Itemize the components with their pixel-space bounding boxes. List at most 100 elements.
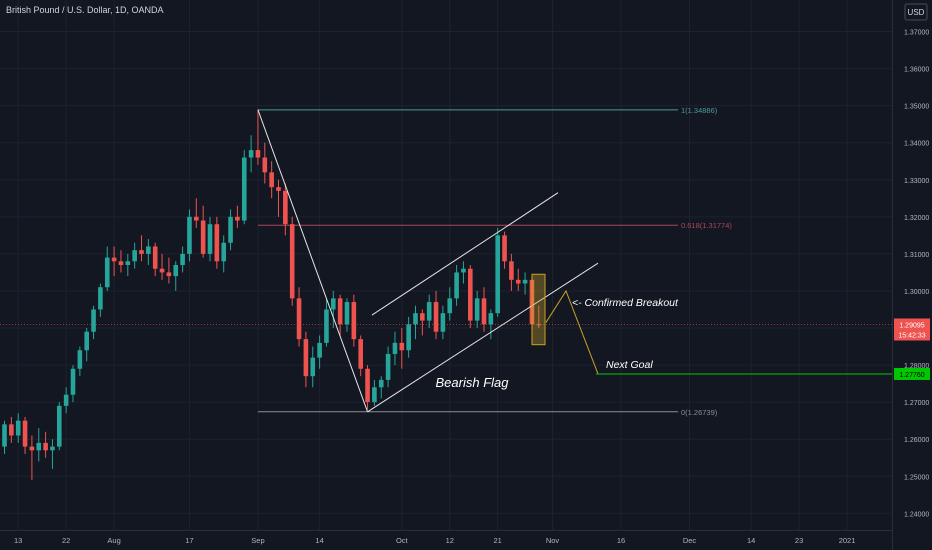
- candle-body[interactable]: [146, 246, 151, 254]
- channel-lower-line[interactable]: [367, 262, 599, 413]
- candle-body[interactable]: [331, 298, 336, 310]
- price-scale[interactable]: [892, 0, 932, 530]
- candle-body[interactable]: [235, 216, 240, 221]
- candle-body[interactable]: [269, 172, 274, 188]
- y-tick-label: 1.34000: [904, 141, 929, 148]
- candle-body[interactable]: [98, 287, 103, 310]
- projected-path[interactable]: [545, 289, 599, 375]
- candle-body[interactable]: [241, 157, 247, 221]
- candle-body[interactable]: [337, 298, 343, 325]
- candle-body[interactable]: [365, 368, 370, 403]
- candle-body[interactable]: [214, 224, 220, 262]
- y-tick-label: 1.33000: [904, 178, 929, 185]
- candle-body[interactable]: [187, 216, 192, 254]
- candlestick-series[interactable]: [2, 109, 542, 480]
- fib-level-0618-label: 0.618(1.31774): [681, 221, 732, 230]
- candle-body[interactable]: [440, 313, 446, 332]
- y-tick-label: 1.37000: [904, 30, 929, 37]
- candle-body[interactable]: [43, 442, 48, 451]
- candle-body[interactable]: [77, 350, 83, 369]
- candle-body[interactable]: [118, 261, 124, 265]
- candle-body[interactable]: [515, 279, 521, 284]
- candle-body[interactable]: [296, 298, 302, 340]
- candle-body[interactable]: [255, 150, 261, 158]
- breakout-highlight[interactable]: [531, 273, 546, 346]
- candle-body[interactable]: [152, 246, 158, 269]
- currency-badge[interactable]: [904, 3, 928, 21]
- candle-body[interactable]: [132, 250, 137, 262]
- candle-body[interactable]: [522, 279, 528, 284]
- candle-body[interactable]: [433, 302, 439, 332]
- candle-body[interactable]: [70, 368, 76, 395]
- candle-body[interactable]: [399, 342, 405, 351]
- candle-body[interactable]: [91, 309, 96, 332]
- time-axis[interactable]: [0, 530, 892, 550]
- candle-body[interactable]: [495, 235, 500, 314]
- candle-body[interactable]: [276, 187, 281, 191]
- candle-body[interactable]: [502, 235, 507, 262]
- candle-body[interactable]: [207, 224, 213, 254]
- candle-body[interactable]: [22, 420, 28, 447]
- candle-body[interactable]: [358, 339, 363, 369]
- candle-body[interactable]: [283, 190, 288, 225]
- candle-body[interactable]: [420, 313, 425, 321]
- candle-body[interactable]: [104, 257, 110, 288]
- candle-body[interactable]: [125, 261, 131, 265]
- impulse-line[interactable]: [257, 109, 369, 412]
- candle-body[interactable]: [2, 424, 7, 447]
- candle-body[interactable]: [221, 242, 226, 262]
- candle-body[interactable]: [488, 313, 494, 325]
- candle-body[interactable]: [289, 224, 295, 299]
- candle-body[interactable]: [36, 442, 42, 451]
- candle-body[interactable]: [111, 257, 117, 262]
- candle-body[interactable]: [15, 420, 21, 436]
- candle-body[interactable]: [461, 268, 466, 273]
- candle-body[interactable]: [324, 309, 329, 343]
- candle-body[interactable]: [194, 216, 199, 221]
- candle-body[interactable]: [468, 268, 473, 321]
- candle-body[interactable]: [200, 220, 206, 254]
- candle-body[interactable]: [372, 387, 377, 403]
- candle-body[interactable]: [426, 302, 432, 321]
- candle-body[interactable]: [63, 394, 69, 406]
- plot-area[interactable]: [0, 0, 892, 530]
- candle-body[interactable]: [406, 324, 411, 351]
- candle-body[interactable]: [454, 272, 459, 299]
- candle-body[interactable]: [29, 446, 35, 451]
- candle-body[interactable]: [262, 157, 268, 173]
- candle-body[interactable]: [447, 298, 453, 314]
- candle-body[interactable]: [536, 324, 542, 326]
- candle-body[interactable]: [474, 298, 480, 321]
- x-tick-label: 17: [185, 536, 193, 545]
- candle-body[interactable]: [378, 379, 384, 388]
- candle-body[interactable]: [50, 446, 55, 451]
- candle-body[interactable]: [351, 302, 357, 340]
- y-tick-label: 1.27000: [904, 400, 929, 407]
- candle-body[interactable]: [84, 331, 89, 351]
- candle-body[interactable]: [303, 339, 309, 377]
- candle-body[interactable]: [139, 250, 144, 254]
- candle-body[interactable]: [166, 272, 172, 277]
- candle-body[interactable]: [385, 353, 391, 380]
- fibonacci-retracement[interactable]: 1(1.34886) 0.618(1.31774) 0(1.26739): [257, 106, 732, 417]
- candle-body[interactable]: [173, 265, 179, 277]
- candle-body[interactable]: [392, 342, 398, 354]
- candle-body[interactable]: [481, 298, 487, 325]
- candle-body[interactable]: [413, 313, 418, 325]
- candle-body[interactable]: [57, 405, 62, 447]
- candle-body[interactable]: [228, 216, 233, 243]
- candle-body[interactable]: [509, 261, 514, 280]
- current-price-label: 1.29095: [899, 322, 924, 329]
- x-tick-label: 14: [315, 536, 323, 545]
- candle-body[interactable]: [310, 357, 316, 377]
- channel-upper-line[interactable]: [371, 192, 559, 316]
- candle-body[interactable]: [9, 424, 14, 436]
- candle-body[interactable]: [344, 302, 350, 325]
- candle-body[interactable]: [180, 253, 185, 265]
- candle-body[interactable]: [159, 268, 165, 273]
- candle-body[interactable]: [248, 150, 254, 158]
- goal-label: Next Goal: [606, 359, 653, 371]
- trend-drawings[interactable]: [0, 109, 892, 413]
- candle-body[interactable]: [317, 342, 322, 358]
